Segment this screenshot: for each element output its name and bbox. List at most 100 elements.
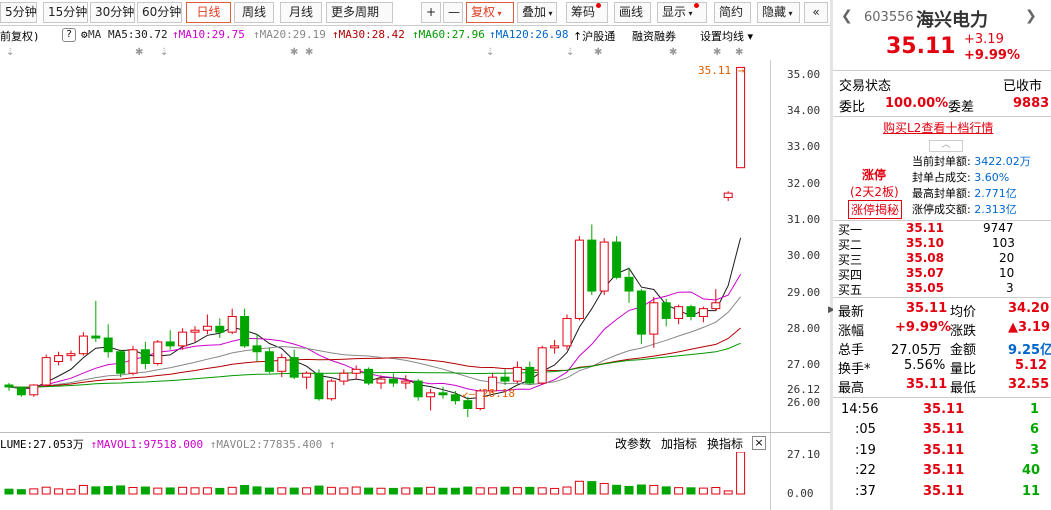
gear-icon[interactable]: ⚙ (81, 28, 88, 41)
candle (612, 241, 622, 278)
candle (488, 376, 498, 392)
display-dropdown[interactable]: 显示 ▾ (657, 2, 707, 23)
ma-lines (8, 237, 742, 400)
bid-row: 买二 35.10 103 (838, 236, 1015, 252)
tab-30min[interactable]: 30分钟 (90, 2, 135, 23)
volume-bar (264, 487, 274, 495)
volume-chart[interactable] (0, 452, 768, 510)
volume-bar (636, 484, 646, 495)
ma120-value: ↑MA120:26.98 (489, 28, 569, 41)
collapse-icon[interactable]: « (804, 2, 828, 23)
candle (537, 347, 547, 384)
rongzi-link[interactable]: 融资融券 (632, 30, 676, 43)
divider (833, 116, 1051, 117)
tab-5min[interactable]: 5分钟 (0, 2, 37, 23)
tab-daily[interactable]: 日线 (186, 2, 231, 23)
tab-60min[interactable]: 60分钟 (137, 2, 182, 23)
buy-l2-link[interactable]: 购买L2查看十档行情 (883, 121, 994, 135)
volume-bar (54, 488, 64, 495)
stock-name: 海兴电力 (916, 10, 988, 31)
overlay-dropdown[interactable]: 叠加 ▾ (517, 2, 557, 23)
volume-bar (661, 486, 671, 495)
limit-up-reveal-button[interactable]: 涨停揭秘 (848, 200, 903, 219)
candle (574, 239, 584, 319)
expand-chevron-icon[interactable]: ︿ (929, 140, 963, 152)
candle (512, 366, 522, 382)
edit-params-button[interactable]: 改参数 (615, 437, 652, 451)
zoom-out-button[interactable]: — (443, 2, 463, 23)
next-stock-icon[interactable]: ❯ (1025, 8, 1037, 24)
bid-row: 买五 35.05 3 (838, 281, 1014, 297)
candle (413, 380, 423, 398)
splitter[interactable] (830, 0, 833, 510)
volume-bar (289, 487, 299, 495)
last-price: 35.11 (886, 34, 956, 59)
mavol2-value: ↑MAVOL2:77835.400 ↑ (209, 438, 336, 451)
candle (364, 368, 374, 384)
tab-weekly[interactable]: 周线 (234, 2, 274, 23)
volume-bar (326, 486, 336, 495)
volume-bar (711, 486, 721, 495)
candle (636, 290, 646, 335)
tab-15min[interactable]: 15分钟 (43, 2, 88, 23)
ma10-value: ↑MA10:29.75 (172, 28, 245, 41)
hide-dropdown[interactable]: 隐藏 ▾ (757, 2, 800, 23)
volume-bar (736, 452, 746, 495)
fuquan-dropdown[interactable]: 复权 ▾ (466, 2, 514, 23)
volume-bar (277, 487, 287, 495)
chips-button[interactable]: 筹码 (566, 2, 608, 23)
splitter-arrow-icon[interactable]: ▶ (828, 305, 835, 315)
candle (202, 325, 212, 331)
volume-bar (562, 486, 572, 495)
price-tick: 35.00 (787, 68, 821, 81)
price-tick: 30.00 (787, 249, 821, 262)
kline-chart[interactable] (0, 60, 768, 432)
candle (698, 308, 708, 317)
candle (649, 302, 659, 335)
zoom-in-button[interactable]: + (421, 2, 441, 23)
candle (215, 325, 225, 333)
volume-bar (165, 487, 175, 495)
candle (401, 380, 411, 384)
price-tick: 26.00 (787, 396, 821, 409)
volume-bar (413, 487, 423, 495)
hugutong-link[interactable]: ↑沪股通 (573, 30, 616, 43)
volume-bar (364, 487, 374, 495)
candle (116, 351, 126, 374)
candle (326, 380, 336, 400)
bid-row: 买一 35.11 9747 (838, 221, 1014, 237)
candle (723, 192, 733, 198)
volume-bar (116, 485, 126, 495)
tab-more-periods[interactable]: 更多周期 (326, 2, 393, 23)
candle (314, 372, 324, 400)
notify-dot (596, 3, 602, 8)
price-tick: 27.00 (787, 358, 821, 371)
close-icon[interactable]: × (752, 436, 766, 450)
candle (438, 392, 448, 396)
simple-mode-button[interactable]: 简约 (714, 2, 751, 23)
help-icon[interactable]: ? (62, 28, 76, 42)
volume-bar (66, 488, 76, 495)
tick-row: :05 35.11 6 (855, 422, 1040, 437)
prev-stock-icon[interactable]: ❮ (841, 8, 853, 24)
volume-bar (78, 484, 88, 495)
tab-monthly[interactable]: 月线 (280, 2, 322, 23)
tick-row: :37 35.11 11 (855, 484, 1041, 499)
divider (833, 220, 1051, 221)
stat-row: 总手 27.05万 金额 9.25亿 (838, 343, 1051, 358)
switch-indicator-button[interactable]: 换指标 (707, 437, 744, 451)
volume-bar (376, 487, 386, 495)
volume-bar (202, 487, 212, 495)
add-indicator-button[interactable]: 加指标 (661, 437, 698, 451)
ma30-value: ↑MA30:28.42 (332, 28, 405, 41)
notify-dot (693, 3, 699, 8)
candle (4, 384, 14, 388)
volume-bar (302, 487, 312, 495)
candle (500, 376, 510, 382)
draw-line-button[interactable]: 画线 (614, 2, 651, 23)
price-change: +3.19 (964, 32, 1004, 47)
ma-settings-dropdown[interactable]: 设置均线 ▾ (700, 30, 754, 43)
weibi-row: 委比 100.00% 委差 9883 (839, 96, 1050, 115)
volume-bar (29, 488, 39, 495)
volume-bar (674, 487, 684, 495)
